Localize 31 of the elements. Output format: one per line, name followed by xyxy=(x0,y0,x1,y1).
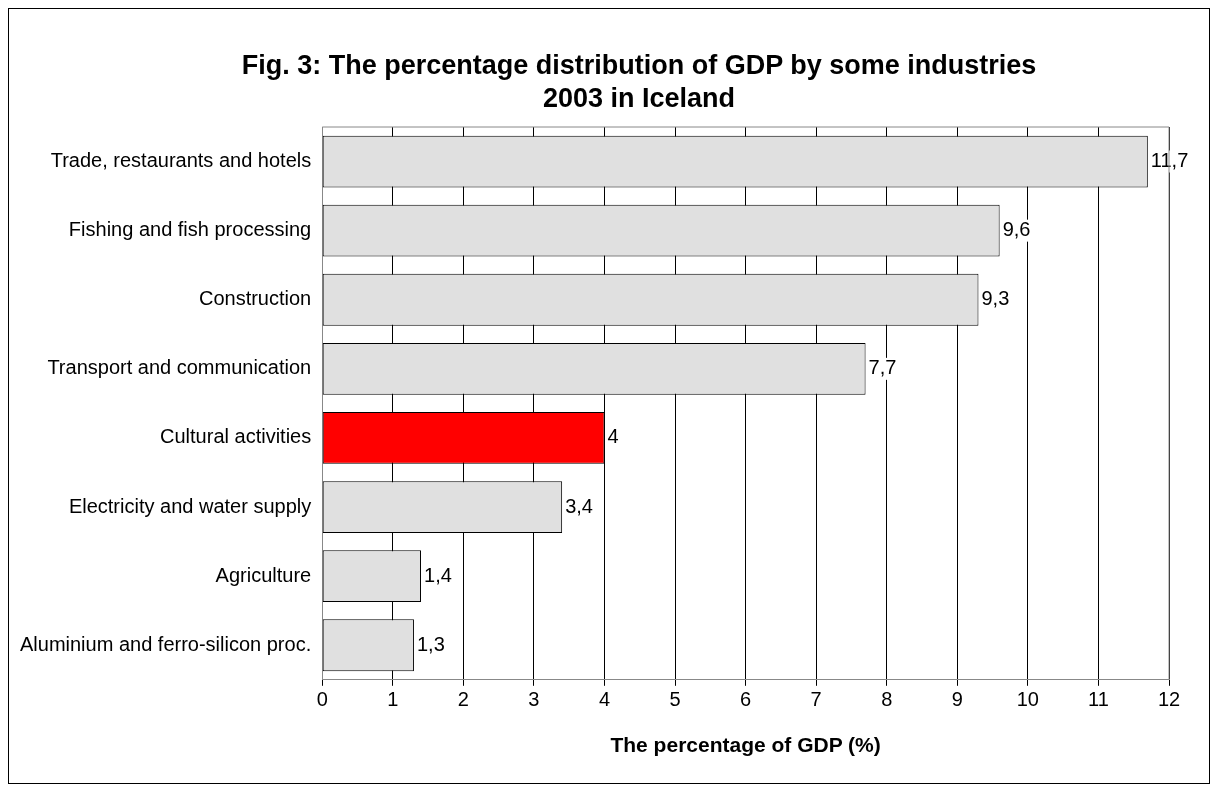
y-tick-label: Construction xyxy=(198,287,312,310)
x-tick-label: 1 xyxy=(387,688,399,711)
x-tick-label: 8 xyxy=(881,688,893,711)
x-tick-label: 4 xyxy=(598,688,611,711)
data-label: 1,4 xyxy=(424,563,452,586)
x-tick-label: 7 xyxy=(810,688,822,711)
data-label: 9,6 xyxy=(1002,218,1031,241)
data-label: 7,7 xyxy=(868,356,897,379)
chart-title: Fig. 3: The percentage distribution of GDP by some industries 2003 in Iceland xyxy=(240,49,1038,115)
x-tick-label: 12 xyxy=(1157,688,1181,711)
x-tick-label: 11 xyxy=(1088,688,1109,711)
y-tick-label: Agriculture xyxy=(215,563,312,586)
y-tick-label: Fishing and fish processing xyxy=(68,218,312,241)
x-tick-label: 0 xyxy=(316,688,328,711)
x-tick-label: 6 xyxy=(740,688,752,711)
data-label: 9,3 xyxy=(981,287,1010,310)
y-tick-label: Transport and communication xyxy=(47,356,312,379)
y-tick-label: Cultural activities xyxy=(160,425,312,448)
x-tick-label: 3 xyxy=(528,688,540,711)
x-tick-label: 9 xyxy=(951,688,963,711)
data-label: 1,3 xyxy=(416,632,445,655)
data-label: 11,7 xyxy=(1150,149,1189,172)
data-label: 3,4 xyxy=(565,494,593,517)
data-label: 4 xyxy=(607,425,619,448)
y-tick-label: Electricity and water supply xyxy=(68,494,312,517)
y-tick-label: Trade, restaurants and hotels xyxy=(50,149,312,172)
x-tick-label: 5 xyxy=(669,688,681,711)
x-tick-label: 2 xyxy=(457,688,469,711)
x-tick-label: 10 xyxy=(1016,688,1039,711)
y-tick-label: Aluminium and ferro-silicon proc. xyxy=(19,632,312,655)
x-axis-title: The percentage of GDP (%) xyxy=(610,733,881,757)
